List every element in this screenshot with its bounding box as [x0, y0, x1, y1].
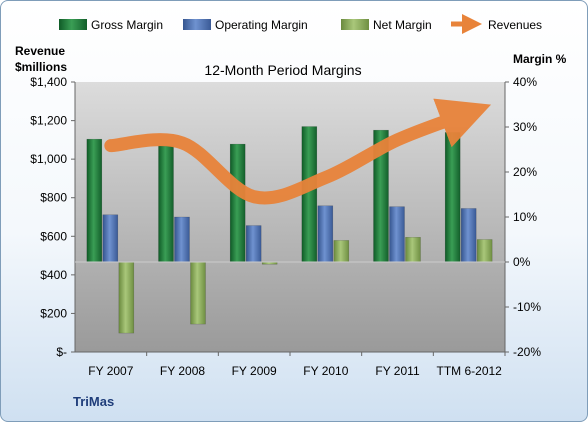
legend-item-operating-margin: Operating Margin: [183, 18, 308, 32]
bar-gross-margin: [444, 132, 461, 263]
bar-gross-margin: [86, 138, 103, 263]
category-label: TTM 6-2012: [436, 364, 502, 378]
bar-gross-margin: [229, 143, 246, 263]
legend-label-revenues: Revenues: [488, 18, 542, 32]
revenue-line: [104, 98, 492, 205]
bar-operating-margin: [174, 216, 190, 263]
right-tick-label: 40%: [513, 75, 537, 89]
bar-net-margin: [190, 261, 206, 325]
bar-operating-margin: [102, 214, 119, 263]
right-tick-label: 0%: [513, 255, 531, 269]
legend-label-gross-margin: Gross Margin: [91, 18, 163, 32]
right-tick-label: -20%: [513, 345, 541, 359]
right-axis-title: Margin %: [513, 52, 567, 66]
bars: [86, 126, 506, 356]
legend-label-net-margin: Net Margin: [373, 18, 432, 32]
right-axis-ticks: -20% -10% 0% 10% 20% 30% 40%: [505, 75, 541, 359]
left-tick-label: $1,400: [30, 75, 67, 89]
right-tick-label: 10%: [513, 210, 537, 224]
legend-item-net-margin: Net Margin: [341, 18, 432, 32]
left-axis-ticks: $- $200 $400 $600 $800 $1,000 $1,200 $1,400: [30, 75, 75, 359]
bar-gross-margin: [158, 145, 174, 263]
category-label: FY 2010: [303, 364, 348, 378]
revenue-series-line: [104, 98, 492, 205]
bar-operating-margin: [245, 225, 262, 263]
left-tick-label: $1,000: [30, 152, 67, 166]
bar-net-margin: [333, 240, 350, 263]
right-tick-label: -10%: [513, 300, 541, 314]
company-label: TriMas: [73, 394, 114, 409]
legend-swatch-operating-margin: [183, 19, 211, 30]
left-tick-label: $400: [40, 268, 67, 282]
right-tick-label: 30%: [513, 120, 537, 134]
left-tick-label: $200: [40, 306, 67, 320]
bar-operating-margin: [317, 205, 334, 263]
category-label: FY 2011: [375, 364, 420, 378]
legend: Gross Margin Operating Margin Net Margin…: [59, 14, 542, 34]
legend-swatch-gross-margin: [59, 19, 87, 30]
left-axis-title-line1: Revenue: [15, 44, 65, 58]
category-label: FY 2008: [160, 364, 205, 378]
left-tick-label: $600: [40, 229, 67, 243]
legend-item-revenues: Revenues: [451, 14, 542, 34]
category-labels: FY 2007 FY 2008 FY 2009 FY 2010 FY 2011 TTM 6…: [88, 364, 502, 378]
category-label: FY 2009: [232, 364, 277, 378]
bar-operating-margin: [389, 206, 405, 263]
left-tick-label: $1,200: [30, 114, 67, 128]
bar-gross-margin: [301, 126, 318, 263]
left-tick-label: $800: [40, 191, 67, 205]
category-label: FY 2007: [88, 364, 133, 378]
chart-title: 12-Month Period Margins: [204, 62, 361, 78]
left-axis-title-line2: $millions: [15, 60, 67, 74]
legend-label-operating-margin: Operating Margin: [215, 18, 308, 32]
bar-operating-margin: [460, 208, 477, 263]
right-tick-label: 20%: [513, 165, 537, 179]
bar-net-margin: [476, 239, 493, 263]
legend-item-gross-margin: Gross Margin: [59, 18, 163, 32]
bar-net-margin: [405, 237, 421, 263]
bar-net-margin: [118, 261, 135, 334]
left-tick-label: $-: [56, 345, 67, 359]
legend-swatch-net-margin: [341, 19, 369, 30]
